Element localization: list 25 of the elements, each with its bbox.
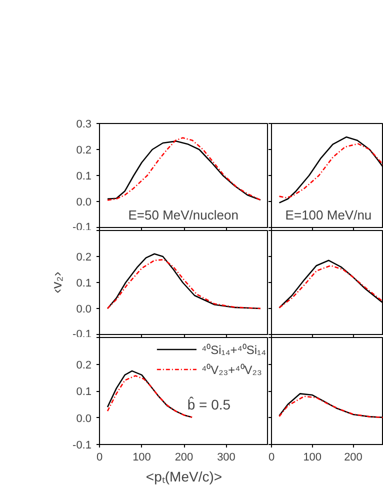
annotation: b̂ = 0.5 — [187, 396, 231, 412]
y-tick-label: 0.2 — [76, 252, 92, 264]
y-tick-label: 0.2 — [76, 359, 92, 372]
y-tick-label: -0.1 — [72, 440, 92, 452]
legend-label: ⁴⁰V₂₃+⁴⁰V₂₃ — [201, 362, 262, 378]
y-tick-label: 0.1 — [76, 386, 92, 398]
y-tick-label: 0.0 — [76, 196, 92, 208]
y-tick-label: 0.0 — [76, 412, 92, 425]
annotation: E=100 MeV/nu — [285, 208, 372, 222]
legend-label: ⁴⁰Si₁₄+⁴⁰Si₁₄ — [201, 342, 266, 358]
x-tick-label: 200 — [174, 452, 194, 464]
y-tick-label: 0.1 — [76, 278, 92, 290]
x-axis-title: <pₜ(MeV/c)> — [146, 468, 222, 484]
y-tick-label: 0.2 — [76, 144, 92, 156]
y-axis-title: ‹v₂› — [48, 271, 65, 294]
y-tick-label: 0.1 — [76, 170, 92, 182]
x-tick-label: 0 — [96, 452, 103, 464]
y-tick-label: 0.3 — [76, 118, 92, 130]
x-tick-label: 100 — [303, 452, 322, 464]
annotation: E=50 MeV/nucleon — [128, 208, 238, 222]
x-tick-label: 200 — [344, 452, 362, 464]
y-tick-label: 0.0 — [76, 304, 92, 316]
x-tick-label: 300 — [217, 452, 236, 464]
x-tick-label: 100 — [132, 452, 151, 464]
x-tick-label: 0 — [268, 452, 275, 464]
